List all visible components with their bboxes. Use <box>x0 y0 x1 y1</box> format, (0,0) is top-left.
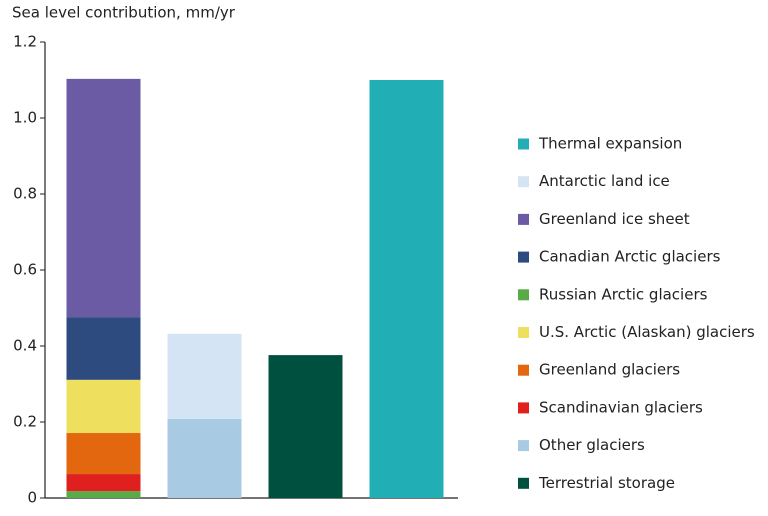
legend-swatch <box>518 327 529 338</box>
legend-swatch <box>518 402 529 414</box>
bar-segment <box>268 355 343 498</box>
y-axis-label: Sea level contribution, mm/yr <box>12 4 236 22</box>
bar-segment <box>167 333 242 419</box>
legend-label: Greenland ice sheet <box>539 210 690 228</box>
legend-label: Other glaciers <box>539 436 645 454</box>
y-tick-label: 0.8 <box>13 185 37 203</box>
legend-label: Terrestrial storage <box>538 474 675 492</box>
bar-segment <box>66 474 141 492</box>
bar-segment <box>66 433 141 475</box>
bar-segment <box>167 418 242 498</box>
legend-label: Russian Arctic glaciers <box>539 285 708 303</box>
legend-label: Canadian Arctic glaciers <box>539 248 721 266</box>
bar-segment <box>66 379 141 434</box>
y-tick-label: 0.6 <box>13 261 37 279</box>
bar-segment <box>66 78 141 318</box>
legend-swatch <box>518 289 529 301</box>
legend-swatch <box>518 440 529 452</box>
legend-swatch <box>518 251 529 263</box>
y-tick-label: 0 <box>27 489 37 507</box>
y-tick-label: 0.2 <box>13 413 37 431</box>
bar-segment <box>66 491 141 498</box>
legend-label: U.S. Arctic (Alaskan) glaciers <box>539 323 755 341</box>
bar-segment <box>369 80 444 498</box>
legend-swatch <box>518 213 529 225</box>
bar-segment <box>66 317 141 380</box>
legend-swatch <box>518 138 529 150</box>
y-tick-label: 1.2 <box>13 33 37 51</box>
legend-swatch <box>518 176 529 188</box>
legend-label: Scandinavian glaciers <box>539 398 703 416</box>
legend-label: Greenland glaciers <box>539 361 680 379</box>
legend-swatch <box>518 364 529 376</box>
y-tick-label: 1.0 <box>13 109 37 127</box>
legend-swatch <box>518 477 529 489</box>
legend-label: Antarctic land ice <box>539 172 670 190</box>
y-tick-label: 0.4 <box>13 337 37 355</box>
legend-label: Thermal expansion <box>538 135 682 153</box>
